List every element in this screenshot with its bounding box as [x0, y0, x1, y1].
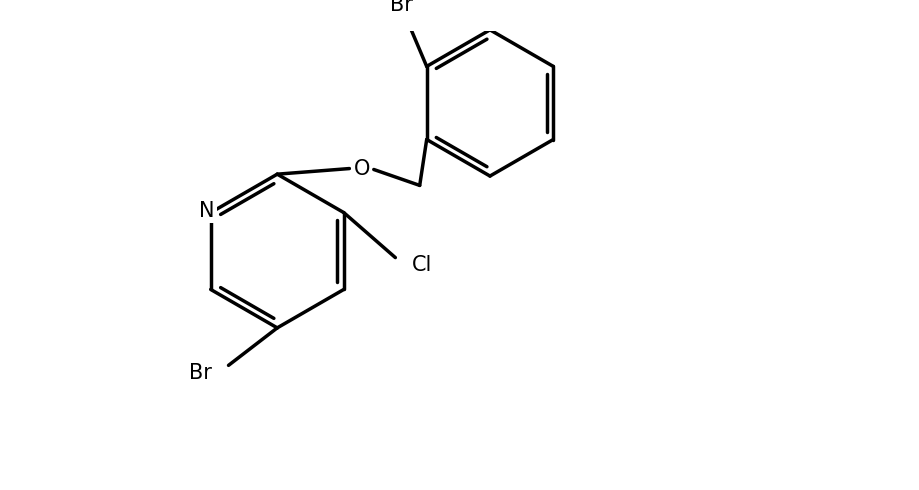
Text: Br: Br	[390, 0, 413, 16]
Text: Cl: Cl	[412, 255, 432, 275]
Text: Br: Br	[188, 363, 211, 383]
Text: N: N	[199, 201, 214, 220]
Text: O: O	[353, 159, 369, 178]
